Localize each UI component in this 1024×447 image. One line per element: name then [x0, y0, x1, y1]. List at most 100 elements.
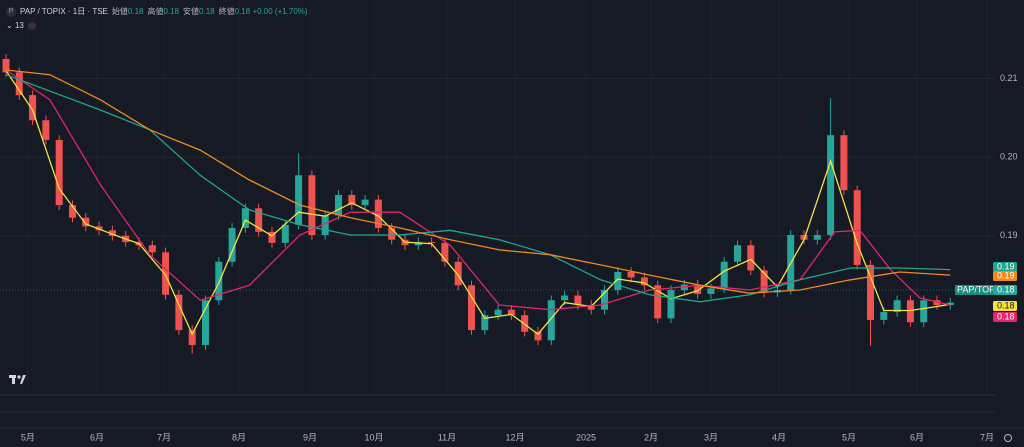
- ohlc-value: 0.18: [234, 7, 251, 16]
- candle-body: [614, 271, 622, 291]
- candle-body: [813, 235, 821, 240]
- candle-body: [853, 190, 861, 265]
- candle-body: [601, 290, 609, 310]
- candle-body: [507, 309, 515, 316]
- symbol-label: PAP/TOPIX: [957, 284, 1004, 294]
- price-label: 0.19: [997, 261, 1015, 271]
- candle-body: [428, 242, 436, 244]
- indicator-count: 13: [14, 21, 24, 30]
- candle-body: [720, 261, 728, 289]
- candle-body: [906, 300, 914, 323]
- ohlc-label: 安値: [183, 7, 200, 16]
- candle-body: [880, 312, 888, 320]
- candle-body: [893, 300, 901, 313]
- price-label: 0.18: [997, 300, 1015, 310]
- x-tick-label: 11月: [438, 432, 456, 442]
- candle-body: [707, 288, 715, 294]
- price-label-bg: [993, 312, 1017, 322]
- x-tick-label: 2025: [576, 432, 596, 442]
- candle-body: [694, 284, 702, 294]
- candle-body: [561, 295, 569, 301]
- ohlc-legend: 始値0.18 高値0.18 安値0.18 終値0.18: [108, 7, 250, 16]
- ohlc-value: 0.18: [163, 7, 180, 16]
- candle-body: [2, 58, 10, 73]
- candle-body: [175, 294, 183, 331]
- y-tick-label: 0.20: [1000, 152, 1018, 162]
- candle-body: [188, 330, 196, 346]
- candle-body: [933, 300, 941, 305]
- candle-body: [494, 309, 502, 316]
- candle-body: [295, 175, 303, 225]
- ohlc-label: 終値: [218, 7, 235, 16]
- price-label-bg: [993, 301, 1017, 311]
- candle-body: [308, 175, 316, 236]
- candle-body: [374, 199, 382, 228]
- settings-icon[interactable]: [1004, 434, 1012, 442]
- candle-body: [162, 252, 170, 295]
- candle-body: [640, 277, 648, 286]
- symbol-icon: P: [6, 6, 16, 17]
- candle-body: [627, 271, 635, 278]
- x-tick-label: 2月: [644, 432, 658, 442]
- candle-body: [467, 285, 475, 331]
- candle-body: [946, 302, 954, 305]
- candle-body: [268, 231, 276, 243]
- candle-body: [574, 295, 582, 305]
- x-tick-label: 6月: [910, 432, 924, 442]
- x-tick-label: 7月: [980, 432, 994, 442]
- x-tick-label: 4月: [772, 432, 786, 442]
- candle-body: [321, 215, 329, 236]
- candle-body: [68, 205, 76, 218]
- candle-body: [827, 135, 835, 236]
- candle-body: [361, 199, 369, 206]
- candle-body: [255, 208, 263, 232]
- price-label: 0.18: [997, 311, 1015, 321]
- x-tick-label: 10月: [364, 432, 383, 442]
- candle-body: [215, 261, 223, 301]
- indicator-row[interactable]: ⌄ 13: [6, 21, 36, 30]
- candle-body: [281, 224, 289, 243]
- candle-body: [29, 95, 37, 121]
- candle-body: [867, 264, 875, 320]
- candle-body: [521, 315, 529, 332]
- y-tick-label: 0.21: [1000, 73, 1018, 83]
- candle-body: [654, 285, 662, 319]
- candle-body: [388, 227, 396, 240]
- symbol-title: PAP / TOPIX · 1日 · TSE: [20, 7, 108, 16]
- symbol-label-bg: [955, 285, 993, 295]
- y-tick-label: 0.19: [1000, 230, 1018, 240]
- candle-body: [348, 194, 356, 206]
- x-tick-label: 5月: [21, 432, 35, 442]
- candle-body: [241, 208, 249, 228]
- candle-body: [82, 217, 90, 227]
- moving-average-line: [5, 70, 951, 336]
- price-label: 0.19: [997, 270, 1015, 280]
- x-tick-label: 12月: [505, 432, 524, 442]
- moving-average-line: [5, 74, 951, 303]
- ohlc-label: 高値: [147, 7, 164, 16]
- moving-average-line: [5, 69, 951, 294]
- price-label-bg: [993, 262, 1017, 272]
- symbol-price-bg: [993, 285, 1017, 295]
- x-tick-label: 6月: [90, 432, 104, 442]
- candle-body: [800, 235, 808, 240]
- change: +0.00 (+1.70%): [252, 7, 308, 16]
- candle-body: [334, 194, 342, 216]
- candle-body: [547, 300, 555, 341]
- candle-body: [667, 290, 675, 319]
- indicator-icon: [27, 21, 36, 30]
- candle-body: [840, 135, 848, 191]
- candle-body: [414, 242, 422, 246]
- candle-body: [734, 245, 742, 262]
- price-label-bg: [993, 271, 1017, 281]
- candle-body: [148, 245, 156, 253]
- symbol-price: 0.18: [997, 284, 1015, 294]
- candle-body: [228, 227, 236, 262]
- ohlc-value: 0.18: [127, 7, 144, 16]
- candle-body: [760, 270, 768, 293]
- tradingview-logo: [9, 375, 26, 384]
- candle-body: [534, 331, 542, 341]
